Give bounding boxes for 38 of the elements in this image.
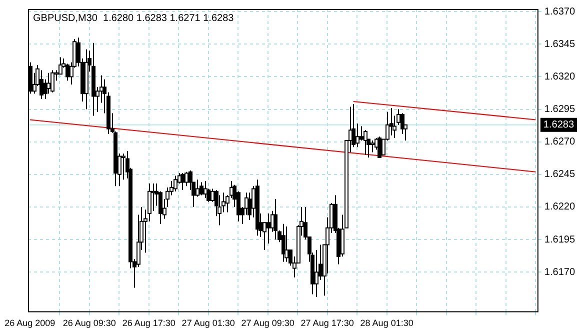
- y-tick-label: 1.6170: [544, 266, 576, 278]
- candlestick: [122, 153, 126, 180]
- candlestick: [46, 72, 50, 94]
- y-tick-label: 1.6195: [544, 234, 576, 246]
- x-tick-label: 26 Aug 17:30: [122, 318, 176, 328]
- candlestick: [364, 130, 368, 156]
- candlestick: [200, 182, 204, 196]
- candlestick: [274, 198, 278, 240]
- candlestick: [180, 172, 184, 191]
- candlestick: [400, 112, 404, 135]
- candlestick: [282, 223, 286, 262]
- candlestick: [184, 171, 188, 187]
- y-tick-label: 1.6370: [544, 6, 576, 18]
- x-tick-label: 28 Aug 01:30: [360, 318, 414, 328]
- x-tick-label: 27 Aug 09:30: [241, 318, 294, 328]
- y-tick-label: 1.6245: [544, 169, 576, 180]
- y-tick-label: 1.6320: [544, 71, 576, 82]
- y-tick-label: 1.6345: [544, 38, 576, 50]
- y-tick-label: 1.6295: [544, 104, 576, 116]
- x-tick-label: 26 Aug 09:30: [62, 318, 116, 328]
- candlestick: [370, 140, 374, 153]
- candlestick: [196, 179, 200, 198]
- candlestick: [284, 226, 288, 262]
- x-tick-label: 27 Aug 01:30: [182, 318, 235, 328]
- chart-title: GBPUSD,M30 1.6280 1.6283 1.6271 1.6283: [33, 12, 234, 24]
- candlestick: [314, 249, 318, 298]
- candlestick: [360, 126, 364, 142]
- x-tick-label: 26 Aug 2009: [4, 318, 56, 328]
- candlestick: [50, 70, 54, 93]
- candlestick: [210, 188, 214, 202]
- y-tick-label: 1.6220: [544, 202, 576, 213]
- ref-line-label: 1.6283: [543, 120, 574, 131]
- candlestick: [174, 175, 178, 192]
- candlestick: [356, 123, 360, 148]
- candlestick: [266, 213, 270, 244]
- y-tick-label: 1.6270: [544, 136, 576, 148]
- x-tick-label: 27 Aug 17:30: [300, 318, 354, 328]
- candlestick: [378, 136, 382, 158]
